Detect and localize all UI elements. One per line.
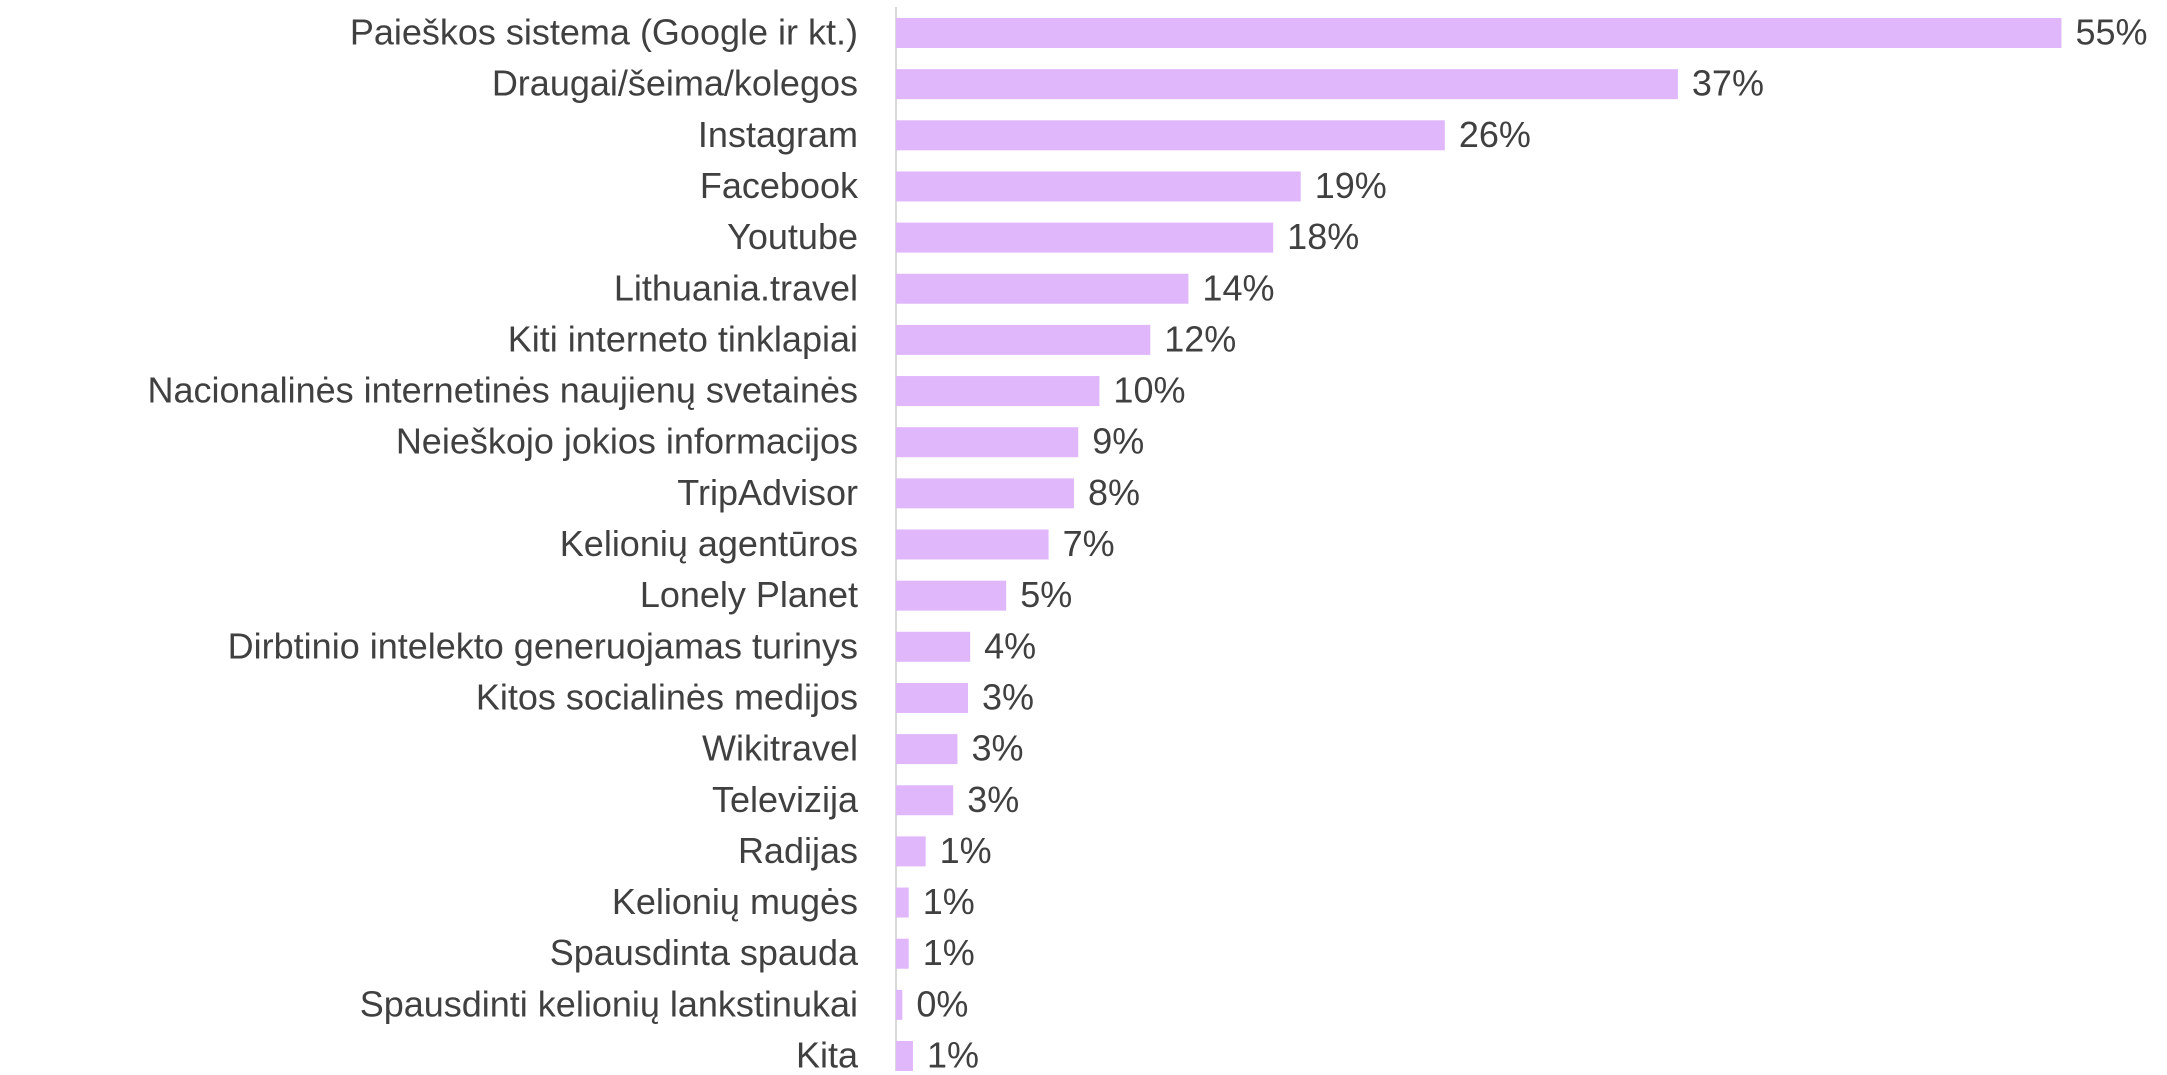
value-label: 1% [923,932,975,973]
bar [896,69,1678,100]
bar [896,887,909,918]
category-label: Televizija [712,779,859,820]
category-label: Wikitravel [702,728,858,769]
category-label: Kelionių mugės [612,881,858,922]
value-label: 12% [1164,318,1236,359]
bar [896,171,1301,202]
value-label: 26% [1459,114,1531,155]
category-label: Lithuania.travel [614,267,858,308]
value-label: 1% [923,881,975,922]
category-label: Spausdinta spauda [550,932,859,973]
bar [896,427,1079,458]
category-label: Kitos socialinės medijos [476,676,858,717]
category-label: Spausdinti kelionių lankstinukai [360,983,858,1024]
value-label: 3% [971,728,1023,769]
value-label: 18% [1287,216,1359,257]
value-label: 9% [1092,421,1144,462]
category-label: Draugai/šeima/kolegos [492,63,858,104]
bar [896,989,903,1020]
value-label: 3% [967,779,1019,820]
value-label: 8% [1088,472,1140,513]
bar [896,580,1007,611]
value-label: 37% [1692,63,1764,104]
bar [896,273,1189,304]
category-label: Nacionalinės internetinės naujienų sveta… [148,370,858,411]
bar [896,18,2062,48]
category-label: Kita [796,1035,859,1075]
bar [896,734,958,765]
value-label: 1% [940,830,992,871]
value-label: 55% [2075,12,2147,53]
bar [896,120,1445,151]
bar [896,785,954,816]
category-label: Radijas [738,830,858,871]
category-label: Instagram [698,114,858,155]
bar [896,631,971,662]
category-label: Dirbtinio intelekto generuojamas turinys [228,625,858,666]
category-label: Paieškos sistema (Google ir kt.) [350,12,858,53]
bar [896,529,1049,560]
category-label: Youtube [727,216,858,257]
bar [896,478,1074,509]
value-label: 10% [1113,370,1185,411]
bar [896,1041,913,1071]
category-label: Kiti interneto tinklapiai [508,318,858,359]
value-label: 1% [927,1035,979,1075]
bar [896,938,909,969]
bar [896,836,926,867]
bar [896,324,1151,355]
category-label: Facebook [700,165,859,206]
value-label: 3% [982,676,1034,717]
bar [896,222,1274,253]
category-label: Neieškojo jokios informacijos [396,421,858,462]
value-label: 7% [1063,523,1115,564]
category-label: Kelionių agentūros [560,523,858,564]
category-label: Lonely Planet [640,574,858,615]
value-label: 14% [1202,267,1274,308]
value-label: 5% [1020,574,1072,615]
bar [896,376,1100,407]
value-label: 19% [1315,165,1387,206]
value-label: 0% [916,983,968,1024]
bar [896,682,969,713]
value-label: 4% [984,625,1036,666]
category-label: TripAdvisor [677,472,858,513]
